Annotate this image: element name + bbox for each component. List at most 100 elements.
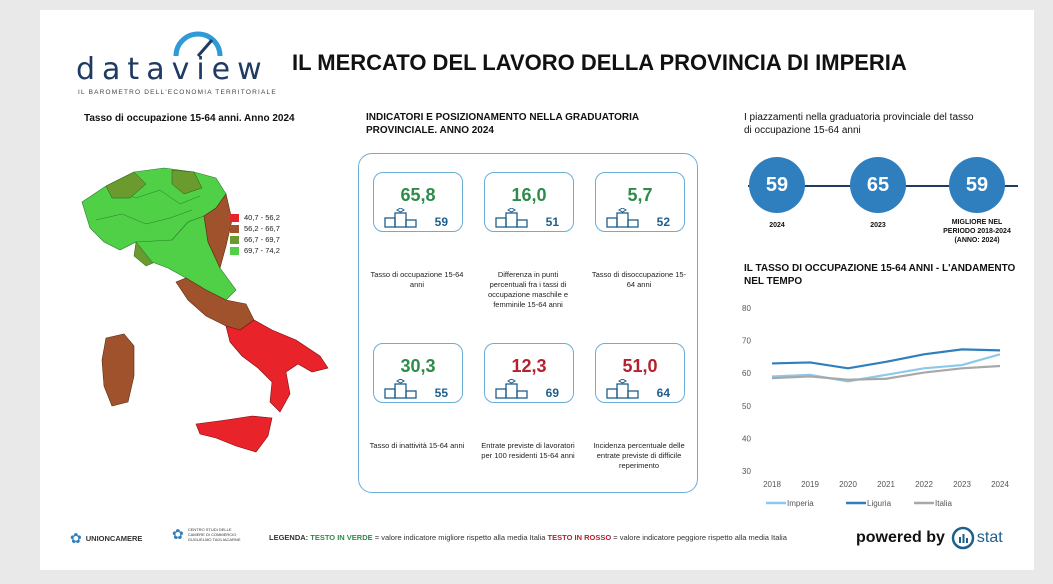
- indicator-value: 30,3: [400, 356, 436, 376]
- tagliacarne-line3: GUGLIELMO TAGLIACARNE: [187, 537, 241, 542]
- powered-by-label: powered by: [856, 529, 945, 546]
- map-region-south: [225, 319, 329, 413]
- legend-label: 69,7 - 74,2: [244, 246, 280, 255]
- rank-label-best: MIGLIORE NEL PERIODO 2018-2024 (ANNO: 20…: [943, 219, 1011, 244]
- indicator-rank: 51: [545, 215, 559, 229]
- indicators-title-line1: INDICATORI E POSIZIONAMENTO NELLA GRADUA…: [366, 112, 640, 123]
- rank-circle-2023: 65: [850, 157, 906, 213]
- tagliacarne-line1: CENTRO STUDI DELLE: [187, 527, 232, 532]
- logo-tagline: IL BAROMETRO DELL'ECONOMIA TERRITORIALE: [78, 89, 277, 96]
- indicator-card: 51,0 64: [595, 343, 685, 403]
- map-legend-item: 40,7 - 56,2: [230, 212, 280, 223]
- indicator-label: Tasso di inattività 15-64 anni: [369, 441, 465, 450]
- indicator-card: 30,3 55: [373, 343, 463, 403]
- legend-green-desc: = valore indicatore migliore rispetto al…: [372, 533, 548, 542]
- y-tick-label: 40: [742, 434, 751, 443]
- indicator-card: 12,3 69: [484, 343, 574, 403]
- podium-icon: [606, 208, 639, 228]
- gauge-icon: [173, 31, 223, 57]
- tagliacarne-line2: CAMERE DI COMMERCIO: [187, 532, 237, 537]
- podium-icon: [384, 379, 417, 399]
- indicator-rank: 69: [545, 386, 559, 400]
- indicator-rank: 64: [656, 386, 670, 400]
- indicator-label: Tasso di occupazione 15-64 anni: [370, 270, 464, 289]
- indicator-value: 12,3: [511, 356, 547, 376]
- indicator-rank: 59: [434, 215, 448, 229]
- ranking-title-line1: I piazzamenti nella graduatoria provinci…: [744, 112, 974, 123]
- podium-icon: [495, 379, 528, 399]
- logo-wordmark: dataview: [76, 52, 269, 87]
- unioncamere-label: UNIONCAMERE: [85, 534, 143, 543]
- indicator-card: 16,0 51: [484, 172, 574, 232]
- y-tick-label: 60: [742, 369, 751, 378]
- indicator-value: 5,7: [627, 185, 653, 205]
- indicator-value: 51,0: [622, 356, 658, 376]
- legend-swatch: [230, 213, 239, 222]
- map-legend-item: 56,2 - 66,7: [230, 223, 280, 234]
- x-tick-label: 2020: [839, 480, 857, 489]
- indicator-rank: 52: [656, 215, 670, 229]
- legend-swatch: [230, 235, 239, 244]
- y-tick-label: 30: [742, 467, 751, 476]
- legend-label: Liguria: [867, 499, 892, 508]
- indicator-label: Incidenza percentuale delle entrate prev…: [593, 441, 685, 470]
- indicator-value: 16,0: [511, 185, 547, 205]
- map-region-sardinia: [101, 333, 135, 407]
- x-tick-label: 2023: [953, 480, 971, 489]
- x-tick-label: 2022: [915, 480, 933, 489]
- tagliacarne-logo: ✿ CENTRO STUDI DELLE CAMERE DI COMMERCIO…: [172, 527, 241, 542]
- series-line-liguria: [771, 348, 1001, 370]
- podium-icon: [495, 208, 528, 228]
- indicator-card: 65,8 59: [373, 172, 463, 232]
- series-line-imperia: [771, 353, 1001, 383]
- legend-label: Italia: [935, 499, 952, 508]
- italy-map: [76, 150, 336, 490]
- page-title: IL MERCATO DEL LAVORO DELLA PROVINCIA DI…: [292, 50, 907, 75]
- stat-logo: stat: [951, 526, 1003, 550]
- rank-circle-best: 59: [949, 157, 1005, 213]
- map-legend-item: 69,7 - 74,2: [230, 245, 280, 256]
- map-region-dark-green: [105, 171, 147, 199]
- legend-label: 66,7 - 69,7: [244, 235, 280, 244]
- podium-icon: [384, 208, 417, 228]
- legend-label: 40,7 - 56,2: [244, 213, 280, 222]
- powered-by: powered by stat: [856, 526, 1003, 550]
- map-region-sicily: [195, 415, 273, 453]
- infographic-sheet: dataview IL BAROMETRO DELL'ECONOMIA TERR…: [40, 10, 1034, 570]
- indicator-value: 65,8: [400, 185, 436, 205]
- rank-circle-2024: 59: [749, 157, 805, 213]
- indicators-title-line2: PROVINCIALE. ANNO 2024: [366, 125, 494, 136]
- map-region-center: [135, 215, 237, 301]
- y-tick-label: 70: [742, 337, 751, 346]
- y-tick-label: 50: [742, 402, 751, 411]
- indicator-label: Entrate previste di lavoratori per 100 r…: [481, 441, 575, 460]
- legend-note-label: LEGENDA:: [269, 533, 309, 542]
- employment-line-chart: 30 40 50 60 70 80 2018 2019 2020 2021 2022 2023 2024…: [742, 304, 1009, 508]
- podium-icon: [606, 379, 639, 399]
- stat-logo-icon: [951, 526, 975, 550]
- indicators-title: INDICATORI E POSIZIONAMENTO NELLA GRADUA…: [366, 111, 639, 137]
- legend-red-text: TESTO IN ROSSO: [547, 533, 612, 542]
- map-legend: 40,7 - 56,2 56,2 - 66,7 66,7 - 69,7 69,7…: [230, 212, 280, 256]
- legend-green-text: TESTO IN VERDE: [310, 533, 373, 542]
- map-title: Tasso di occupazione 15-64 anni. Anno 20…: [84, 113, 295, 124]
- rank-label-2023: 2023: [870, 222, 886, 229]
- indicator-card: 5,7 52: [595, 172, 685, 232]
- unioncamere-logo: ✿ UNIONCAMERE: [70, 530, 142, 547]
- y-tick-label: 80: [742, 304, 751, 313]
- legend-label: Imperia: [787, 499, 814, 508]
- map-legend-item: 66,7 - 69,7: [230, 234, 280, 245]
- ranking-title-line2: di occupazione 15-64 anni: [744, 125, 861, 136]
- unioncamere-icon: ✿: [70, 530, 82, 546]
- x-tick-label: 2021: [877, 480, 895, 489]
- ranking-title: I piazzamenti nella graduatoria provinci…: [744, 111, 974, 137]
- x-tick-label: 2024: [991, 480, 1009, 489]
- stat-logo-text: stat: [976, 529, 1003, 546]
- indicator-label: Tasso di disoccupazione 15-64 anni: [591, 270, 687, 289]
- dataview-logo: dataview IL BAROMETRO DELL'ECONOMIA TERR…: [76, 31, 277, 96]
- x-tick-label: 2019: [801, 480, 819, 489]
- x-tick-label: 2018: [763, 480, 781, 489]
- series-line-italia: [771, 364, 1001, 381]
- tagliacarne-icon: ✿: [172, 526, 184, 542]
- legend-label: 56,2 - 66,7: [244, 224, 280, 233]
